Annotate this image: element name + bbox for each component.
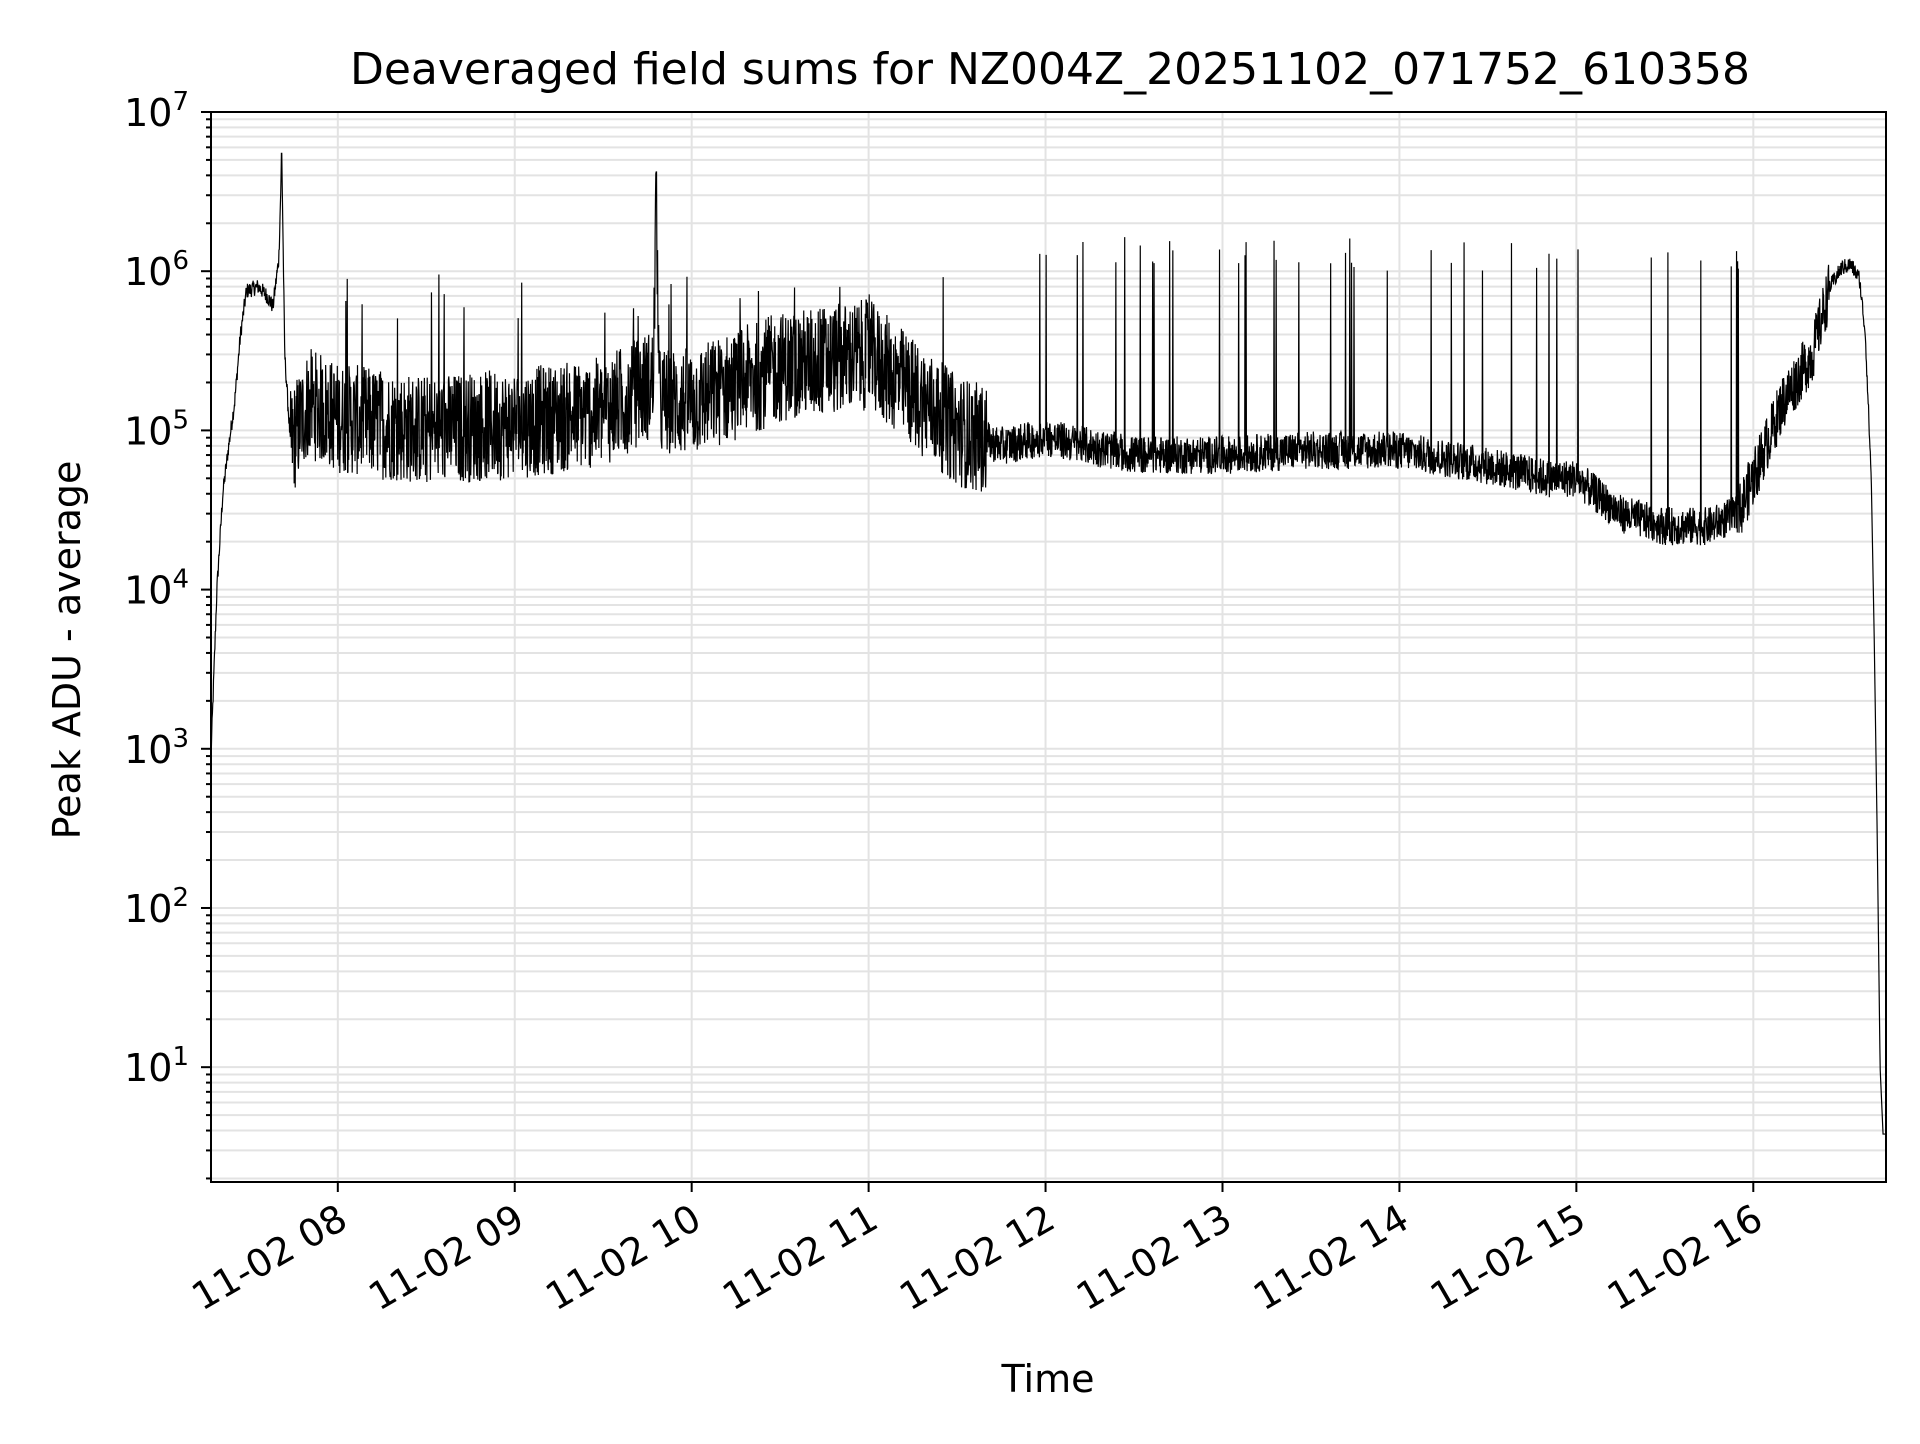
y-tick-label-exponent: 1 — [172, 1042, 189, 1072]
y-tick-label-base: 10 — [124, 887, 172, 931]
y-tick-label: 103 — [124, 724, 189, 772]
y-axis-label: Peak ADU - average — [45, 461, 89, 840]
y-tick-label-base: 10 — [124, 409, 172, 453]
grid-layer — [211, 111, 1886, 1182]
y-tick-label: 102 — [124, 883, 189, 931]
y-tick-label-base: 10 — [124, 91, 172, 135]
y-tick-label-exponent: 6 — [172, 246, 189, 276]
y-tick-label-exponent: 2 — [172, 883, 189, 913]
line-layer — [210, 152, 1886, 1135]
y-tick-label-base: 10 — [124, 728, 172, 772]
y-tick-label-exponent: 5 — [172, 405, 189, 435]
chart-title: Deaveraged field sums for NZ004Z_2025110… — [350, 44, 1750, 95]
y-tick-label: 107 — [124, 87, 189, 135]
x-axis-label: Time — [1001, 1357, 1095, 1401]
y-tick-label-base: 10 — [124, 569, 172, 613]
data-series-line — [210, 152, 1886, 1135]
plot-frame — [210, 111, 1887, 1183]
y-tick-label: 101 — [124, 1042, 189, 1090]
y-tick-label-base: 10 — [124, 250, 172, 294]
y-tick-label-exponent: 4 — [172, 565, 189, 595]
y-tick-label: 105 — [124, 405, 189, 453]
y-tick-label: 106 — [124, 246, 189, 294]
y-tick-label-base: 10 — [124, 1046, 172, 1090]
y-tick-label-exponent: 7 — [172, 87, 189, 117]
y-tick-label-exponent: 3 — [172, 724, 189, 754]
y-tick-label: 104 — [124, 565, 189, 613]
